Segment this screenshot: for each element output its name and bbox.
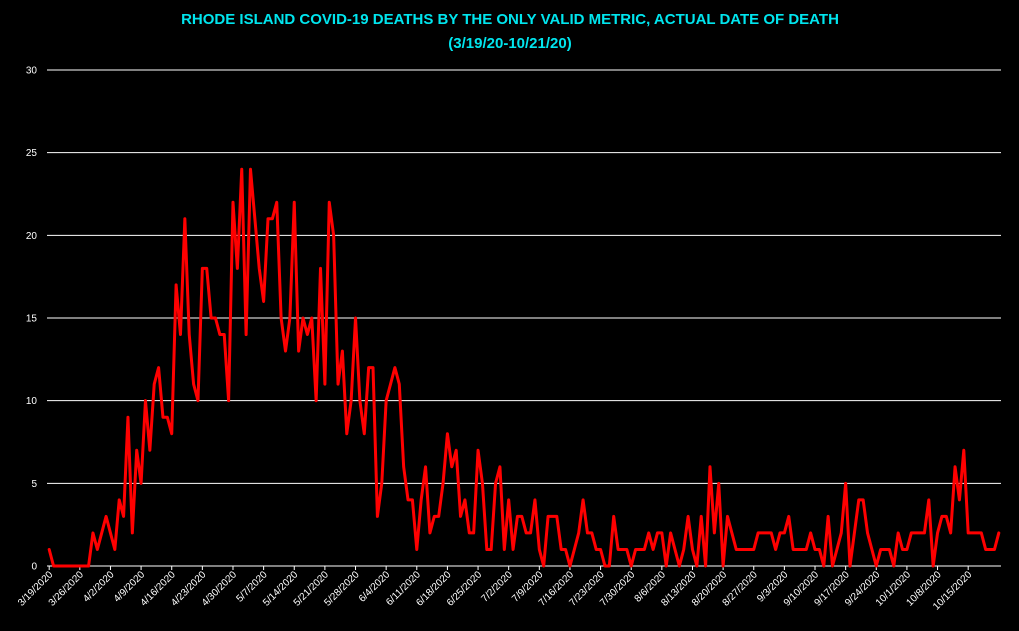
- y-tick-label: 0: [31, 562, 37, 573]
- y-tick-label: 5: [31, 479, 37, 490]
- series-line-deaths: [47, 167, 1001, 568]
- y-tick-label: 20: [26, 231, 38, 242]
- y-tick-label: 10: [26, 396, 38, 407]
- y-tick-label: 15: [26, 314, 38, 325]
- y-axis-tick-labels: 0 5 10 15 20 25 30: [26, 66, 38, 573]
- y-tick-label: 30: [26, 66, 38, 77]
- y-tick-label: 25: [26, 148, 38, 159]
- chart-title: RHODE ISLAND COVID-19 DEATHS BY THE ONLY…: [181, 11, 839, 28]
- series-layer: [47, 167, 1001, 568]
- gridlines: [47, 69, 1001, 567]
- chart-subtitle: (3/19/20-10/21/20): [448, 35, 571, 52]
